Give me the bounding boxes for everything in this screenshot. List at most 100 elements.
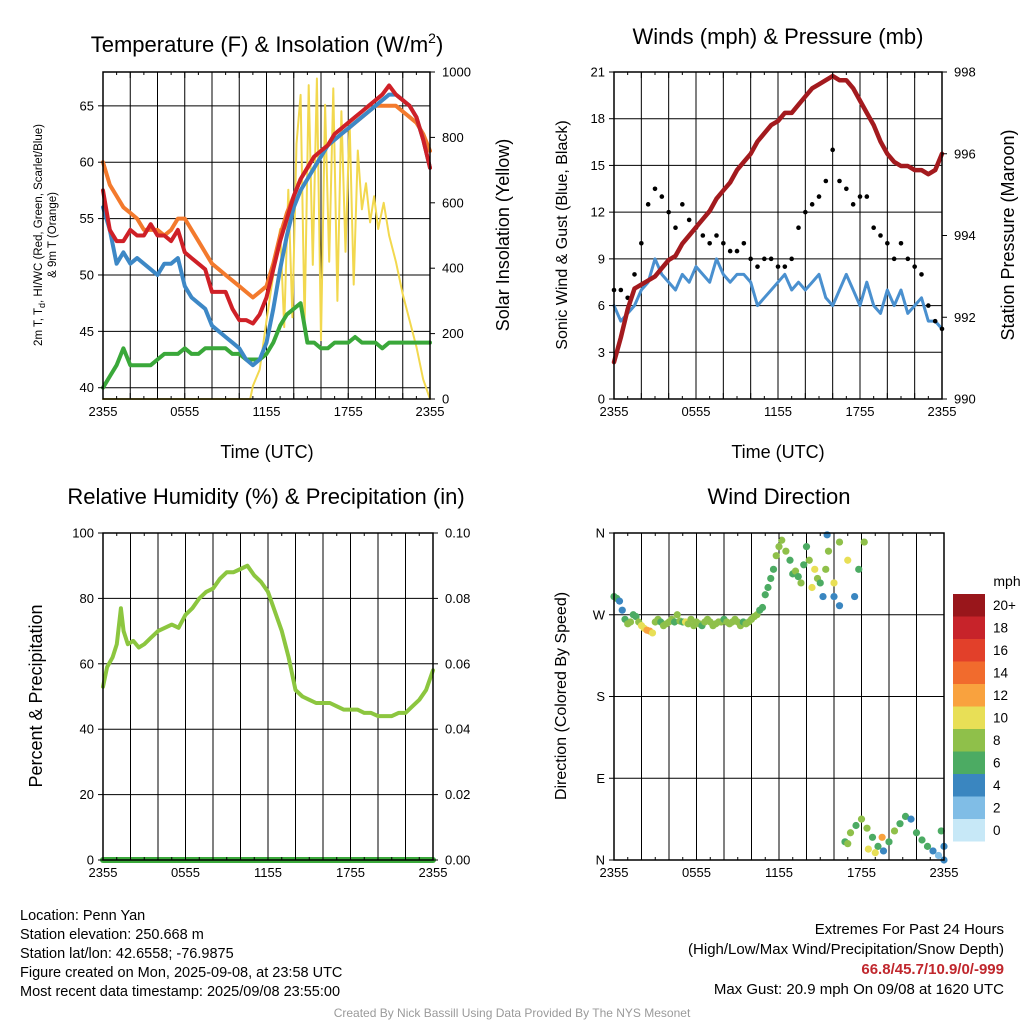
y-tick-label: 80 — [80, 591, 94, 606]
y-tick-label: 55 — [80, 211, 94, 226]
y-tick-label: 0 — [598, 392, 605, 407]
direction-point — [764, 583, 772, 592]
colorbar-swatch — [953, 661, 985, 684]
grid-direction — [614, 533, 944, 860]
direction-point — [786, 556, 794, 564]
series-line-2m-t — [101, 83, 432, 326]
colorbar-label: 8 — [993, 733, 1001, 748]
gust-point — [652, 186, 658, 192]
xlabel-winds: Time (UTC) — [731, 442, 824, 462]
gust-point — [919, 272, 924, 277]
direction-point — [775, 543, 783, 551]
direction-point — [857, 815, 866, 823]
panel-winds: Winds (mph) & Pressure (mb) 2355 0555 1155… — [554, 24, 1018, 462]
xlabel-temperature: Time (UTC) — [220, 442, 313, 462]
gust-point — [885, 240, 890, 246]
y-tick-label: E — [596, 771, 605, 786]
y-tick-label: 40 — [80, 380, 94, 395]
gust-point — [755, 264, 760, 269]
direction-point — [830, 592, 838, 601]
direction-point — [835, 602, 844, 610]
direction-point — [860, 538, 868, 546]
y-tick-label: 100 — [72, 526, 94, 541]
gust-point — [659, 194, 665, 199]
colorbar-label: 6 — [993, 756, 1001, 771]
direction-point — [918, 836, 926, 844]
gust-point — [891, 256, 897, 262]
gust-point — [789, 256, 794, 262]
direction-point — [632, 612, 640, 621]
direction-point — [830, 579, 838, 587]
gust-point — [707, 240, 712, 246]
colorbar-swatch — [953, 796, 985, 819]
gust-point — [686, 217, 692, 223]
direction-point — [868, 833, 877, 841]
gust-point — [748, 256, 753, 262]
direction-point — [885, 838, 893, 846]
colorbar-swatch — [953, 819, 985, 842]
y-tick-label: 12 — [591, 205, 605, 220]
direction-point — [805, 556, 813, 564]
y2-tick-label: 992 — [954, 310, 976, 325]
series-line-solar-insolation — [102, 77, 431, 400]
x-tick-label: 2355 — [600, 404, 629, 419]
colorbar-swatch — [953, 774, 985, 797]
recent-timestamp: Most recent data timestamp: 2025/09/08 2… — [20, 984, 341, 1000]
panel-title-humidity: Relative Humidity (%) & Precipitation (i… — [67, 484, 464, 509]
ylabel-winds: Sonic Wind & Gust (Blue, Black) — [554, 120, 571, 349]
y-tick-label: 0 — [87, 853, 94, 868]
y-tick-label: 20 — [80, 787, 94, 802]
y2-tick-label: 0.02 — [445, 787, 470, 802]
gust-point — [878, 233, 883, 238]
ticks-humidity: 2355 0555 1155 1755 23550204060801000.000.02… — [72, 526, 470, 881]
colorbar-swatch — [953, 729, 985, 752]
direction-point — [769, 565, 778, 573]
figure-created: Figure created on Mon, 2025-09-08, at 23… — [20, 965, 343, 981]
direction-point — [819, 592, 827, 601]
x-tick-label: 0555 — [170, 404, 199, 419]
y-tick-label: S — [596, 689, 605, 704]
direction-point — [626, 618, 635, 626]
colorbar-label: 2 — [993, 801, 1001, 816]
gust-point — [666, 209, 671, 215]
direction-point — [800, 561, 808, 569]
colorbar-label: 18 — [993, 621, 1008, 636]
x-tick-label: 2355 — [89, 404, 118, 419]
y-tick-label: N — [596, 853, 605, 868]
gust-point — [844, 186, 849, 192]
direction-point — [670, 618, 679, 626]
colorbar-label: 10 — [993, 711, 1008, 726]
gust-point — [796, 225, 801, 231]
y-tick-label: 40 — [80, 722, 94, 737]
panel-humidity: Relative Humidity (%) & Precipitation (i… — [26, 484, 470, 880]
direction-point — [846, 829, 855, 837]
grid-humidity — [103, 533, 433, 860]
extremes-values: 66.8/45.7/10.9/0/-999 — [861, 961, 1004, 978]
panel-title-temperature: Temperature (F) & Insolation (W/m2) — [91, 30, 444, 57]
colorbar-label: 16 — [993, 643, 1008, 658]
direction-point — [852, 821, 860, 830]
gust-point — [775, 264, 781, 269]
y2-tick-label: 996 — [954, 146, 976, 161]
gust-point — [768, 256, 774, 262]
x-tick-label: 0555 — [171, 865, 200, 880]
direction-point — [863, 824, 871, 832]
colorbar-swatch — [953, 594, 985, 617]
gust-point — [680, 202, 685, 207]
y2-tick-label: 400 — [442, 261, 464, 276]
gust-point — [857, 194, 863, 199]
ylabel-humidity: Percent & Precipitation — [26, 604, 46, 787]
gust-point — [926, 303, 931, 308]
x-tick-label: 2355 — [600, 865, 629, 880]
y-tick-label: 45 — [80, 324, 94, 339]
direction-point — [937, 827, 945, 835]
direction-point — [758, 603, 767, 612]
direction-point — [673, 611, 681, 619]
y2-tick-label: 998 — [954, 65, 976, 80]
x-tick-label: 2355 — [930, 865, 959, 880]
y2-tick-label: 0.06 — [445, 656, 470, 671]
y-tick-label: 65 — [80, 98, 94, 113]
x-tick-label: 1155 — [764, 404, 792, 419]
direction-point — [844, 556, 852, 564]
